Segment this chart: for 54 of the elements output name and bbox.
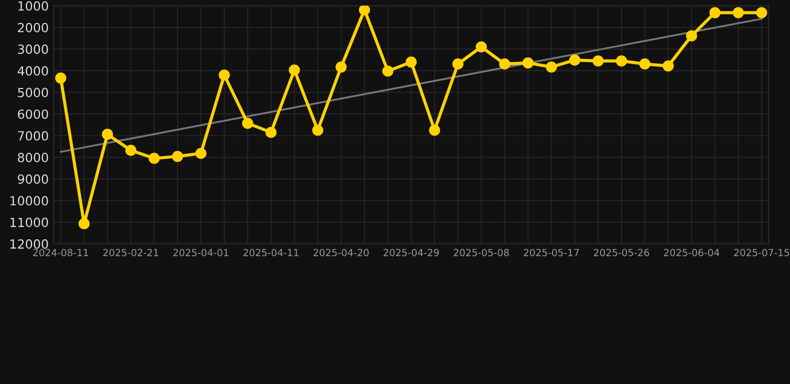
y-tick-label: 5000 — [18, 88, 48, 98]
point — [569, 54, 580, 66]
point — [242, 118, 254, 129]
point — [592, 55, 604, 67]
point — [288, 64, 300, 76]
x-tick-label: 2025-04-01 — [173, 248, 228, 256]
x-tick-label: 2025-05-17 — [524, 248, 579, 256]
point — [616, 55, 628, 67]
point — [78, 218, 90, 230]
point — [195, 148, 206, 159]
x-tick-label: 2025-04-29 — [384, 248, 439, 256]
point — [125, 144, 136, 156]
point — [522, 57, 534, 68]
point — [336, 61, 347, 73]
point — [218, 69, 230, 81]
point — [499, 58, 510, 70]
x-tick-label: 2025-05-08 — [454, 248, 509, 256]
x-tick-label: 2024-08-11 — [33, 248, 88, 256]
point — [546, 61, 557, 73]
point — [756, 7, 768, 18]
x-tick-label: 2025-05-26 — [594, 248, 650, 256]
x-tick-label: 2025-06-04 — [664, 248, 720, 256]
x-tick-label: 2025-02-21 — [103, 248, 158, 256]
point — [172, 150, 184, 162]
point — [639, 58, 650, 70]
point — [452, 58, 464, 70]
point — [429, 124, 440, 136]
point — [476, 41, 487, 52]
point — [265, 126, 277, 138]
y-tick-label: 2000 — [18, 22, 48, 32]
y-tick-label: 12000 — [10, 239, 48, 249]
x-tick-label: 2025-04-20 — [314, 248, 369, 256]
y-tick-label: 7000 — [18, 131, 48, 141]
y-tick-label: 9000 — [18, 174, 48, 184]
point — [55, 72, 66, 84]
point — [662, 60, 674, 72]
y-tick-label: 4000 — [18, 66, 48, 76]
y-tick-label: 1000 — [18, 1, 48, 11]
point — [148, 152, 160, 164]
y-tick-label: 10000 — [10, 196, 48, 206]
point — [709, 7, 720, 18]
point — [406, 56, 417, 68]
y-tick-label: 11000 — [10, 218, 48, 228]
y-tick-label: 8000 — [18, 152, 48, 162]
point — [382, 66, 394, 77]
x-tick-label: 2025-07-15 — [734, 248, 790, 256]
point — [102, 128, 114, 140]
x-tick-label: 2025-04-11 — [243, 248, 298, 256]
y-tick-label: 3000 — [18, 44, 48, 54]
y-tick-label: 6000 — [18, 109, 48, 119]
point — [732, 7, 744, 18]
point — [686, 30, 698, 42]
point — [312, 124, 324, 136]
point — [358, 6, 370, 16]
